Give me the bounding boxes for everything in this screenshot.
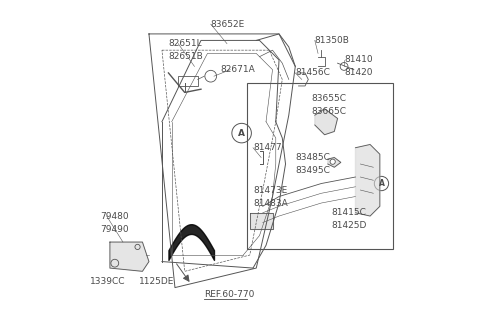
Text: 83485C: 83485C: [295, 153, 330, 162]
Text: 83495C: 83495C: [295, 166, 330, 175]
Circle shape: [330, 159, 336, 164]
Text: 81473E: 81473E: [253, 186, 287, 195]
Text: 82651B: 82651B: [168, 52, 203, 61]
Text: 79480: 79480: [100, 212, 129, 220]
Bar: [247, 83, 393, 249]
Text: 81477: 81477: [253, 143, 282, 152]
Text: 79490: 79490: [100, 225, 129, 234]
Text: A: A: [238, 129, 245, 138]
Text: 83652E: 83652E: [211, 20, 245, 29]
Text: 81483A: 81483A: [253, 198, 288, 208]
Text: 81415C: 81415C: [331, 208, 366, 217]
Text: REF.60-770: REF.60-770: [204, 290, 254, 298]
Text: 82671A: 82671A: [220, 65, 255, 74]
Text: 81350B: 81350B: [315, 36, 349, 45]
Bar: [178, 76, 198, 86]
Polygon shape: [328, 157, 341, 167]
Text: 81456C: 81456C: [295, 69, 330, 77]
Text: 81425D: 81425D: [331, 221, 366, 230]
Text: 81410: 81410: [344, 55, 372, 64]
Text: A: A: [379, 179, 384, 188]
Polygon shape: [356, 145, 380, 216]
Text: 82651L: 82651L: [168, 39, 202, 48]
Text: 83665C: 83665C: [312, 108, 347, 116]
Text: 81420: 81420: [344, 69, 372, 77]
Text: 83655C: 83655C: [312, 94, 347, 103]
Polygon shape: [315, 109, 337, 135]
Polygon shape: [250, 213, 273, 229]
Text: 1125DE: 1125DE: [139, 277, 175, 286]
Text: 1339CC: 1339CC: [90, 277, 126, 286]
Polygon shape: [110, 242, 149, 271]
